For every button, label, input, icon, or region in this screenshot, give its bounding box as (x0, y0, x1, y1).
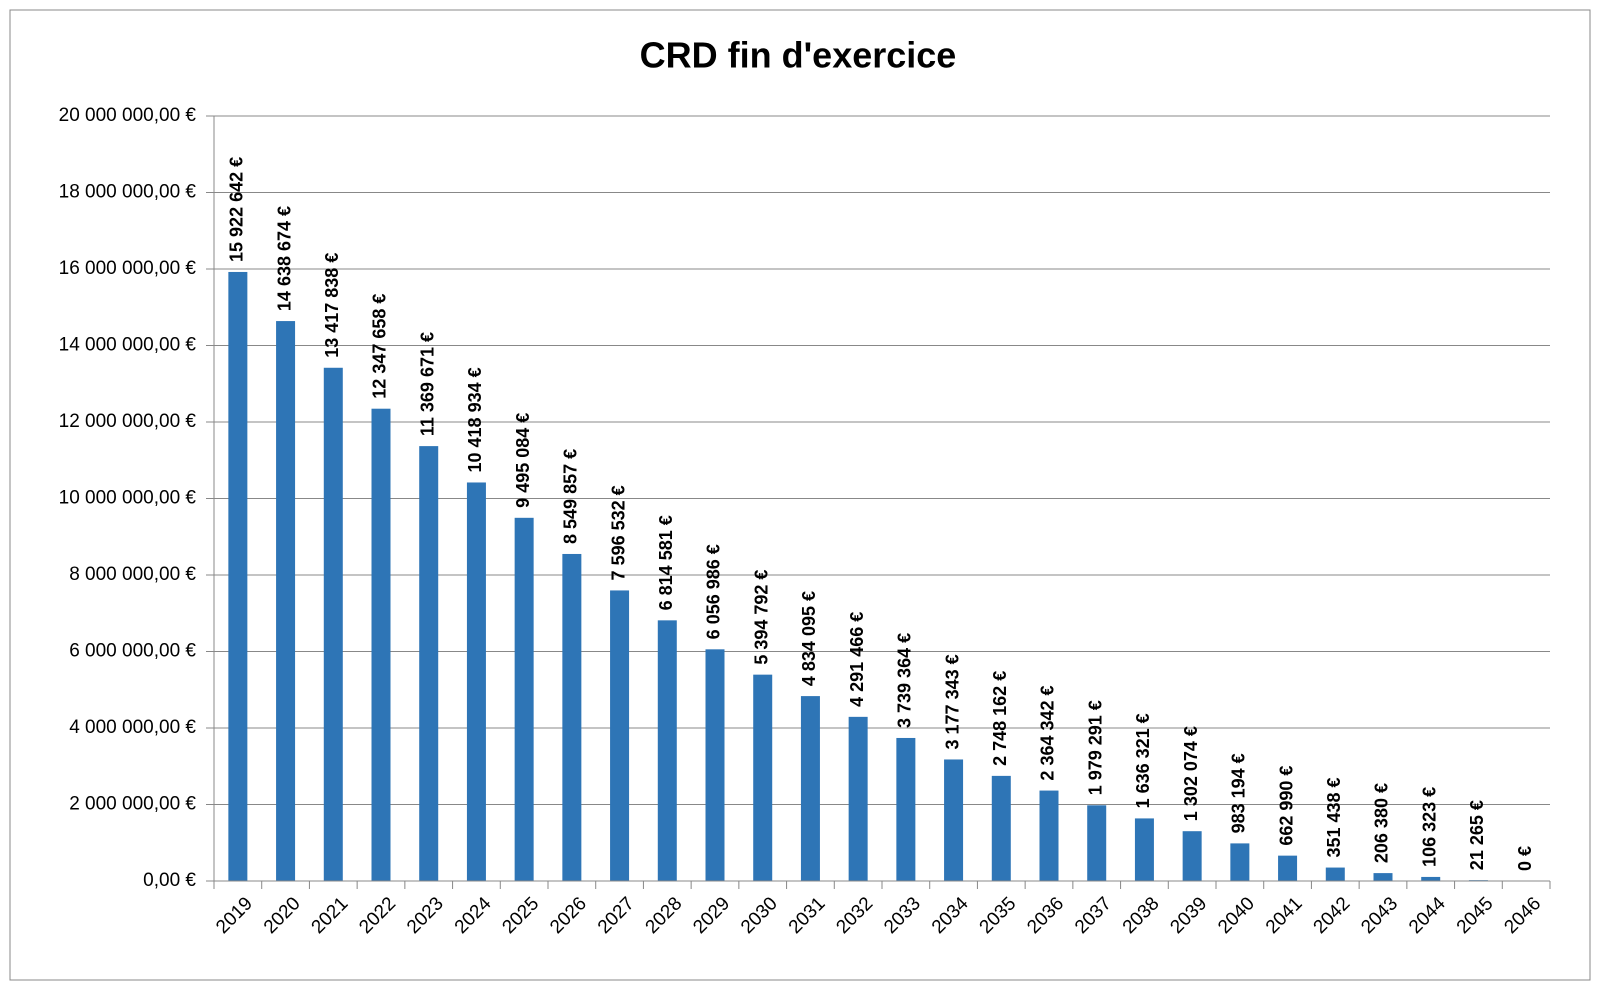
data-label: 662 990 € (1276, 766, 1296, 846)
data-label: 3 177 343 € (942, 654, 962, 749)
bar (753, 674, 773, 881)
data-label: 2 364 342 € (1038, 685, 1058, 780)
bar (610, 590, 630, 881)
data-label: 9 495 084 € (513, 413, 533, 508)
bar (562, 553, 582, 881)
data-label: 6 056 986 € (704, 544, 724, 639)
data-label: 106 323 € (1419, 787, 1439, 867)
y-tick-label: 14 000 000,00 € (59, 335, 197, 356)
bar (944, 759, 964, 881)
bar (1230, 843, 1250, 881)
bar (1039, 790, 1059, 881)
data-label: 15 922 642 € (227, 157, 247, 262)
data-label: 12 347 658 € (370, 294, 390, 399)
bar (1182, 831, 1202, 881)
data-label: 0 € (1515, 846, 1535, 871)
y-tick-label: 4 000 000,00 € (69, 717, 196, 738)
bar (419, 446, 439, 881)
bar (276, 321, 296, 882)
data-label: 1 302 074 € (1181, 726, 1201, 821)
y-tick-label: 0,00 € (143, 870, 196, 891)
bar (991, 775, 1011, 881)
bar (800, 696, 820, 881)
data-label: 11 369 671 € (417, 332, 437, 436)
data-label: 983 194 € (1229, 753, 1249, 833)
data-label: 206 380 € (1372, 783, 1392, 863)
data-label: 14 638 674 € (274, 206, 294, 311)
data-label: 5 394 792 € (751, 570, 771, 665)
y-tick-label: 10 000 000,00 € (59, 488, 197, 509)
bar (514, 517, 534, 881)
bar (323, 367, 343, 881)
data-label: 21 265 € (1467, 800, 1487, 870)
bar (848, 716, 868, 881)
y-tick-label: 18 000 000,00 € (59, 182, 197, 203)
bar (1421, 876, 1441, 881)
data-label: 2 748 162 € (990, 671, 1010, 766)
bar (705, 649, 725, 881)
bar (371, 408, 391, 881)
data-label: 3 739 364 € (895, 633, 915, 728)
y-tick-label: 16 000 000,00 € (59, 258, 197, 279)
data-label: 7 596 532 € (608, 485, 628, 580)
data-label: 6 814 581 € (656, 515, 676, 610)
data-label: 10 418 934 € (465, 367, 485, 472)
data-label: 13 417 838 € (322, 253, 342, 358)
bar (466, 482, 486, 881)
data-label: 1 979 291 € (1085, 700, 1105, 795)
y-tick-label: 2 000 000,00 € (69, 794, 196, 815)
bar (1134, 818, 1154, 881)
bar (1087, 805, 1107, 881)
bar (228, 271, 248, 881)
y-tick-label: 20 000 000,00 € (59, 105, 197, 126)
y-tick-label: 6 000 000,00 € (69, 641, 196, 662)
chart-border (9, 9, 1591, 981)
y-tick-label: 12 000 000,00 € (59, 411, 197, 432)
chart-title: CRD fin d'exercice (640, 35, 957, 76)
bar (896, 737, 916, 881)
data-label: 4 834 095 € (799, 591, 819, 686)
data-label: 8 549 857 € (561, 449, 581, 544)
bar (1373, 873, 1393, 881)
bar (1325, 867, 1345, 881)
data-label: 351 438 € (1324, 777, 1344, 857)
data-label: 1 636 321 € (1133, 713, 1153, 808)
y-tick-label: 8 000 000,00 € (69, 564, 196, 585)
bar (1278, 855, 1298, 881)
bar (657, 620, 677, 881)
data-label: 4 291 466 € (847, 612, 867, 707)
